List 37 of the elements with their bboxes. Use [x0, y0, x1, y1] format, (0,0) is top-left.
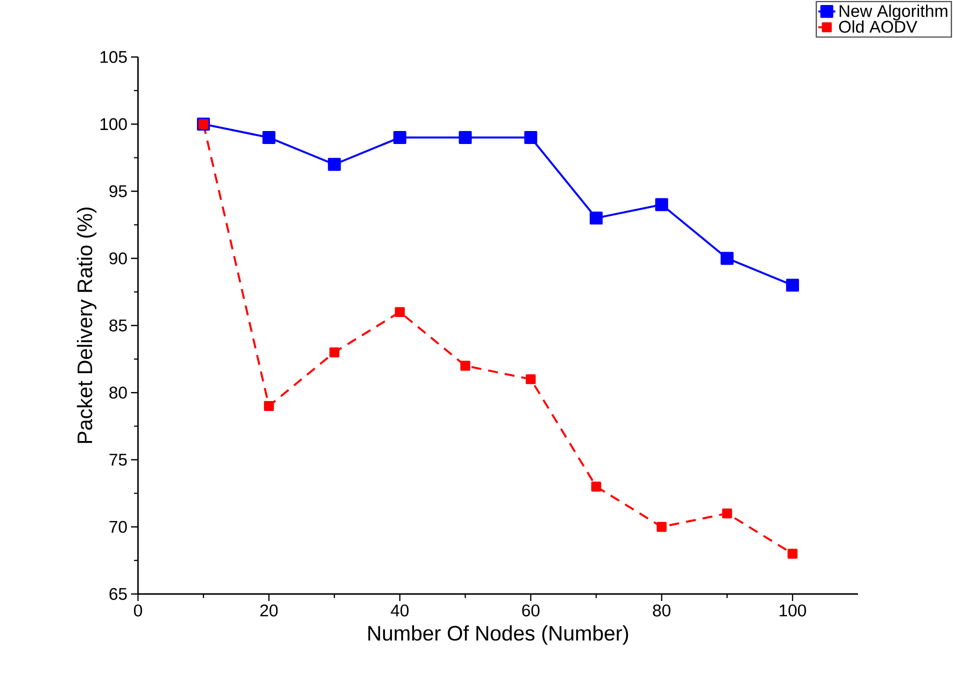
y-axis-title: Packet Delivery Ratio (%)	[76, 208, 96, 443]
y-tick-label: 100	[100, 118, 127, 130]
point	[460, 360, 470, 371]
x-tick-label: 20	[260, 604, 278, 616]
y-tick-label: 75	[110, 454, 127, 466]
point	[786, 278, 800, 292]
y-tick-label: 105	[100, 50, 127, 63]
x-tick-label: 60	[522, 604, 540, 616]
y-tick-label: 65	[110, 588, 127, 600]
point	[328, 158, 341, 171]
point	[264, 401, 274, 412]
point	[394, 307, 405, 318]
y-tick-label: 90	[109, 252, 127, 264]
point	[591, 482, 602, 492]
point	[590, 212, 603, 225]
legend-label: New Algorithm	[840, 4, 948, 20]
point	[393, 131, 406, 144]
legend-label: Old AODV	[839, 20, 918, 33]
point	[524, 131, 538, 144]
point	[788, 548, 798, 559]
point	[655, 198, 668, 212]
point	[458, 131, 472, 144]
y-tick-label: 80	[109, 386, 127, 399]
x-tick-label: 0	[134, 604, 142, 616]
y-tick-label: 70	[110, 520, 127, 533]
x-tick-label: 40	[390, 604, 409, 616]
point	[526, 374, 536, 384]
y-tick-label: 85	[109, 319, 127, 332]
point	[329, 347, 340, 358]
point	[262, 131, 276, 144]
point	[656, 522, 667, 532]
x-tick-label: 80	[652, 604, 670, 616]
point	[722, 508, 732, 518]
y-tick-label: 95	[109, 185, 127, 198]
point	[720, 252, 734, 265]
x-axis-title: Number Of Nodes (Number)	[368, 625, 628, 645]
x-tick-label: 100	[780, 604, 806, 616]
